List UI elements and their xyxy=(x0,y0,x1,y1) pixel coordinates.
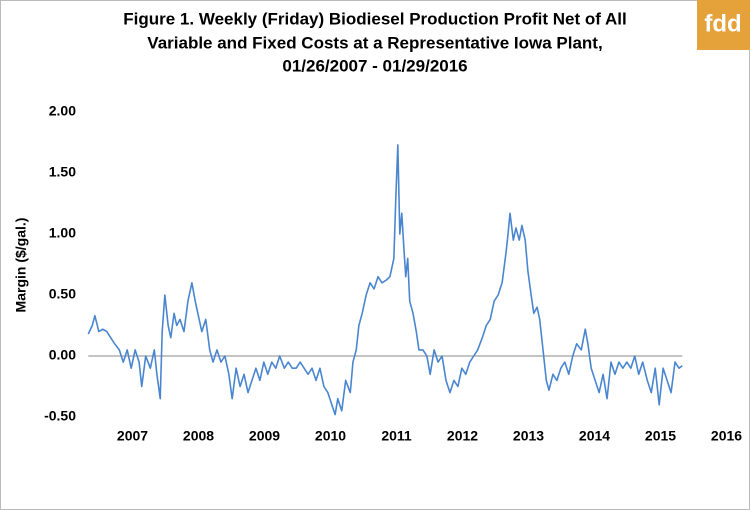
y-axis-label: Margin ($/gal.) xyxy=(13,218,29,313)
x-tick-label: 2013 xyxy=(513,428,544,444)
y-tick-label: 1.50 xyxy=(49,164,76,180)
x-tick-label: 2007 xyxy=(117,428,148,444)
x-tick-label: 2012 xyxy=(447,428,478,444)
logo: fdd xyxy=(704,10,741,37)
x-tick-label: 2016 xyxy=(711,428,742,444)
x-tick-label: 2011 xyxy=(381,428,412,444)
chart-title: Variable and Fixed Costs at a Representa… xyxy=(147,33,602,52)
x-tick-label: 2008 xyxy=(183,428,214,444)
data-line xyxy=(87,144,683,416)
y-tick-label: -0.50 xyxy=(44,408,76,424)
x-tick-label: 2014 xyxy=(579,428,610,444)
chart-title: Figure 1. Weekly (Friday) Biodiesel Prod… xyxy=(123,9,626,28)
y-tick-label: 0.50 xyxy=(49,286,76,302)
y-tick-label: 1.00 xyxy=(49,225,76,241)
x-tick-label: 2015 xyxy=(645,428,676,444)
chart-title: 01/26/2007 - 01/29/2016 xyxy=(282,56,467,75)
logo-box xyxy=(697,0,750,50)
y-tick-label: 0.00 xyxy=(49,347,76,363)
y-tick-label: 2.00 xyxy=(49,103,76,119)
x-tick-label: 2009 xyxy=(249,428,280,444)
x-tick-label: 2010 xyxy=(315,428,346,444)
